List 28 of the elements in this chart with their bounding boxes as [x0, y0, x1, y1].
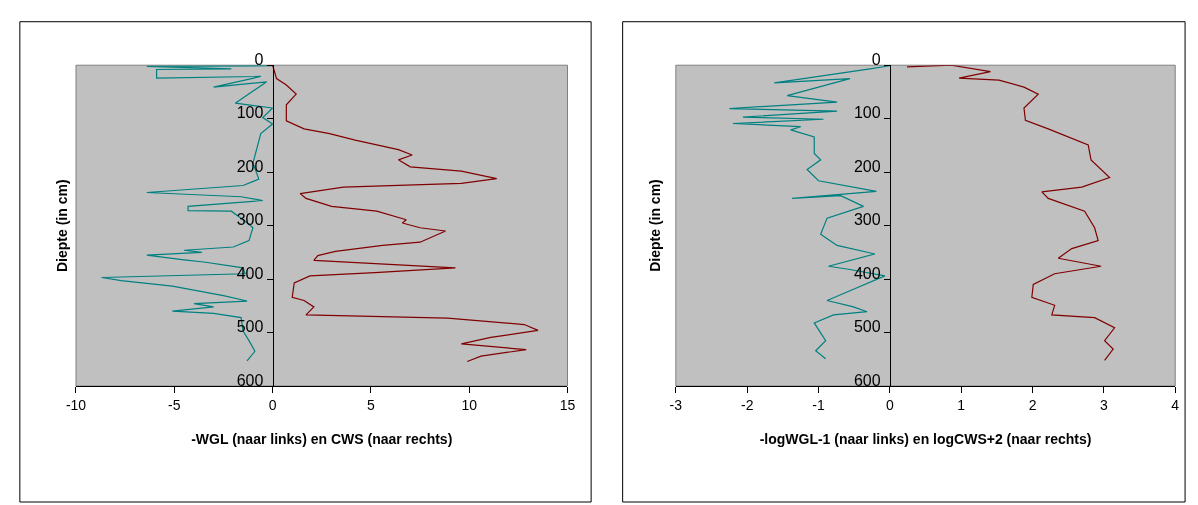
x-tick-label: 1 — [957, 396, 966, 413]
x-axis-title: -WGL (naar links) en CWS (naar rechts) — [191, 431, 453, 448]
x-tick-label: 0 — [885, 396, 894, 413]
x-tick-label: -1 — [812, 396, 825, 413]
x-tick-label: 10 — [461, 396, 478, 413]
x-tick-label: -10 — [65, 396, 87, 413]
y-axis-title: Diepte (in cm) — [646, 179, 663, 272]
x-tick-label: 5 — [366, 396, 375, 413]
y-tick-label: 200 — [853, 157, 881, 175]
y-tick-label: 100 — [236, 104, 264, 122]
y-tick-label: 0 — [871, 50, 881, 68]
x-tick-label: 15 — [559, 396, 576, 413]
x-tick-label: 3 — [1099, 396, 1108, 413]
y-tick-label: 600 — [236, 371, 264, 389]
x-axis-title: -logWGL-1 (naar links) en logCWS+2 (naar rechts) — [759, 431, 1092, 448]
y-tick-label: 600 — [853, 371, 881, 389]
x-tick-label: 2 — [1028, 396, 1037, 413]
y-tick-label: 500 — [853, 318, 881, 336]
x-tick-label: -3 — [669, 396, 683, 413]
y-tick-label: 300 — [853, 211, 881, 229]
x-tick-label: -2 — [740, 396, 754, 413]
x-tick-label: 0 — [268, 396, 277, 413]
x-tick-label: 4 — [1171, 396, 1180, 413]
y-tick-label: 100 — [853, 104, 881, 122]
y-axis-title: Diepte (in cm) — [53, 179, 70, 272]
y-tick-label: 400 — [236, 264, 264, 282]
x-tick-label: -5 — [168, 396, 181, 413]
y-tick-label: 0 — [254, 50, 264, 68]
